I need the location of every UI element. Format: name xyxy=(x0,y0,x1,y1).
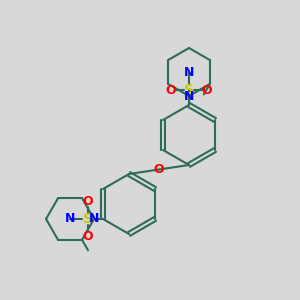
Text: N: N xyxy=(65,212,75,226)
Text: O: O xyxy=(166,83,176,97)
Text: O: O xyxy=(83,195,93,208)
Text: O: O xyxy=(202,83,212,97)
Text: N: N xyxy=(89,212,99,226)
Text: N: N xyxy=(184,65,194,79)
Text: S: S xyxy=(83,212,93,226)
Text: S: S xyxy=(184,83,194,97)
Text: O: O xyxy=(154,163,164,176)
Text: N: N xyxy=(184,89,194,103)
Text: O: O xyxy=(83,230,93,243)
